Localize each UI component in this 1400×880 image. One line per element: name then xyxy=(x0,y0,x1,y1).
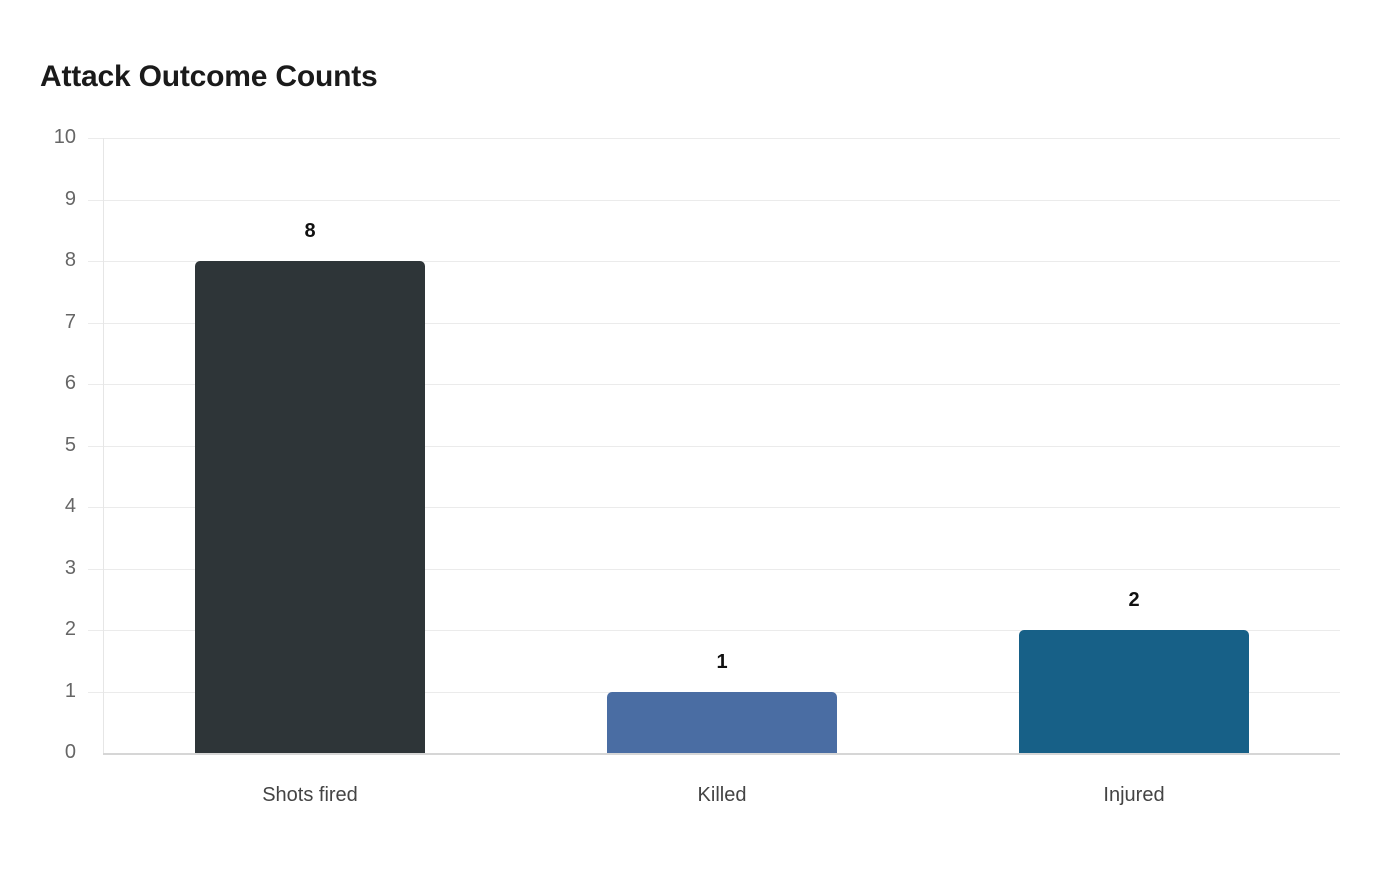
gridline xyxy=(88,261,1340,262)
gridline xyxy=(88,569,1340,570)
y-tick-label: 8 xyxy=(64,249,76,271)
y-axis-line xyxy=(103,138,104,754)
bar-killed[interactable] xyxy=(607,692,837,754)
gridline xyxy=(88,138,1340,139)
bar-injured[interactable] xyxy=(1019,630,1249,753)
y-tick-label: 2 xyxy=(64,618,76,640)
bar-shots-fired[interactable] xyxy=(195,261,425,753)
gridline xyxy=(88,630,1340,631)
gridline xyxy=(88,507,1340,508)
y-tick-label: 7 xyxy=(64,311,76,333)
y-tick-label: 10 xyxy=(53,126,76,148)
x-tick-label: Injured xyxy=(1103,784,1165,806)
bar-value-label: 1 xyxy=(716,651,728,673)
x-tick-label: Shots fired xyxy=(262,784,358,806)
y-tick-label: 0 xyxy=(64,741,76,763)
y-tick-label: 6 xyxy=(64,372,76,394)
chart-title: Attack Outcome Counts xyxy=(40,60,378,93)
y-tick-label: 9 xyxy=(64,188,76,210)
gridline xyxy=(88,446,1340,447)
bar-value-label: 8 xyxy=(304,220,316,242)
y-tick-label: 1 xyxy=(64,680,76,702)
y-tick-label: 5 xyxy=(64,434,76,456)
y-tick-label: 3 xyxy=(64,557,76,579)
gridline xyxy=(88,384,1340,385)
gridline xyxy=(88,323,1340,324)
gridline xyxy=(88,200,1340,201)
bar-value-label: 2 xyxy=(1128,589,1140,611)
x-tick-label: Killed xyxy=(697,784,747,806)
y-tick-label: 4 xyxy=(64,495,76,517)
x-axis-line xyxy=(103,753,1340,755)
